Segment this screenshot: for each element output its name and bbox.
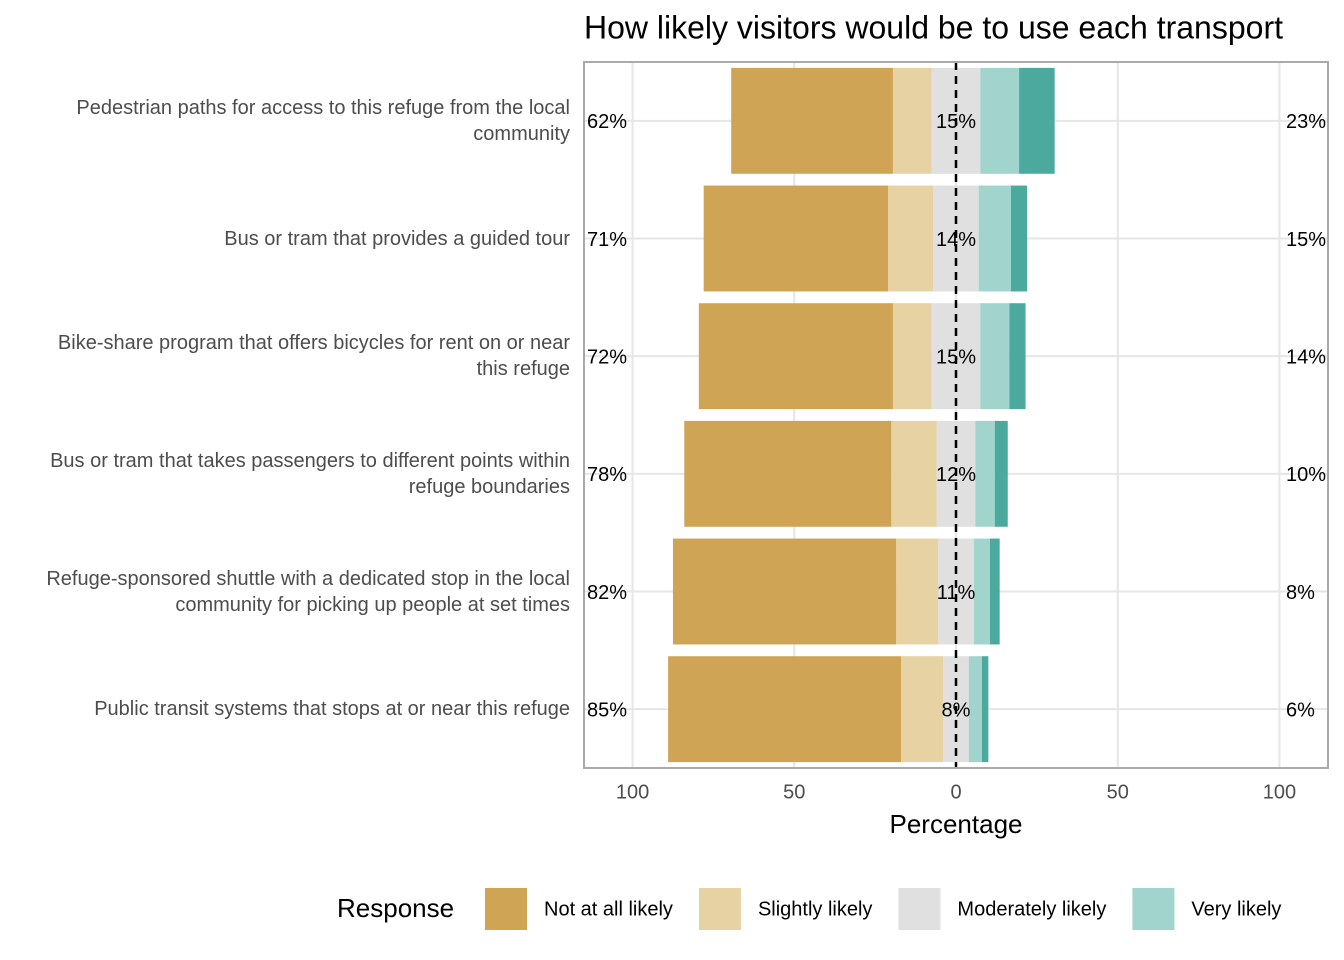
high-label: 14% (1286, 346, 1326, 368)
high-label: 6% (1286, 699, 1315, 721)
legend-swatch (1132, 888, 1175, 930)
neutral-label: 11% (937, 582, 976, 604)
x-tick-label: 50 (1107, 781, 1129, 803)
high-label: 15% (1286, 229, 1326, 251)
bar-segment (989, 538, 1000, 645)
bar-segment (978, 185, 1011, 292)
bar-segment (1019, 67, 1055, 174)
x-tick-label: 0 (950, 781, 961, 803)
legend-label: Very likely (1191, 898, 1281, 920)
panel-border (583, 61, 1329, 769)
bar-segment (672, 538, 897, 645)
chart-title: How likely visitors would be to use each… (584, 9, 1283, 45)
y-tick-label: Public transit systems that stops at or … (94, 698, 570, 721)
x-tick-label: 50 (783, 781, 805, 803)
y-tick-label: Pedestrian paths for access to this refu… (76, 96, 570, 145)
bar-segment (668, 656, 902, 763)
legend-title: Response (337, 893, 454, 923)
low-label: 85% (587, 699, 627, 721)
bar-segment (980, 67, 1020, 174)
legend-swatch (485, 888, 527, 930)
legend-label: Moderately likely (957, 898, 1106, 920)
y-tick-label: Bus or tram that provides a guided tour (224, 227, 570, 250)
bar-segment (980, 303, 1010, 410)
y-tick-label: Bus or tram that takes passengers to dif… (50, 449, 570, 498)
bar-segment (901, 656, 944, 763)
bar-segment (973, 538, 990, 645)
bar-segment (994, 420, 1008, 527)
x-axis-label: Percentage (890, 809, 1023, 839)
bar-segment (981, 656, 989, 763)
bar-segment (684, 420, 892, 527)
low-label: 82% (587, 582, 627, 604)
bar-segment (968, 656, 982, 763)
bar-segment (896, 538, 939, 645)
bar-segment (731, 67, 893, 174)
bar-segment (698, 303, 893, 410)
low-label: 72% (587, 346, 627, 368)
legend-label: Not at all likely (544, 898, 673, 920)
low-label: 62% (587, 111, 627, 133)
low-label: 71% (587, 229, 627, 251)
bar-segment (975, 420, 995, 527)
legend-label: Slightly likely (758, 898, 872, 920)
legend-swatch (698, 888, 741, 930)
high-label: 23% (1286, 111, 1326, 133)
x-tick-label: 100 (1263, 781, 1296, 803)
legend-swatch (898, 888, 941, 930)
high-label: 8% (1286, 582, 1315, 604)
bar-segment (1009, 303, 1026, 410)
bar-segment (891, 420, 937, 527)
neutral-label: 14% (936, 229, 976, 251)
y-tick-label: Refuge-sponsored shuttle with a dedicate… (46, 567, 570, 616)
bar-segment (892, 303, 932, 410)
y-tick-label: Bike-share program that offers bicycles … (57, 332, 570, 381)
x-tick-label: 100 (616, 781, 649, 803)
bar-segment (703, 185, 889, 292)
bar-segment (892, 67, 932, 174)
bar-segment (1010, 185, 1028, 292)
high-label: 10% (1286, 464, 1326, 486)
low-label: 78% (587, 464, 627, 486)
bar-segment (888, 185, 934, 292)
